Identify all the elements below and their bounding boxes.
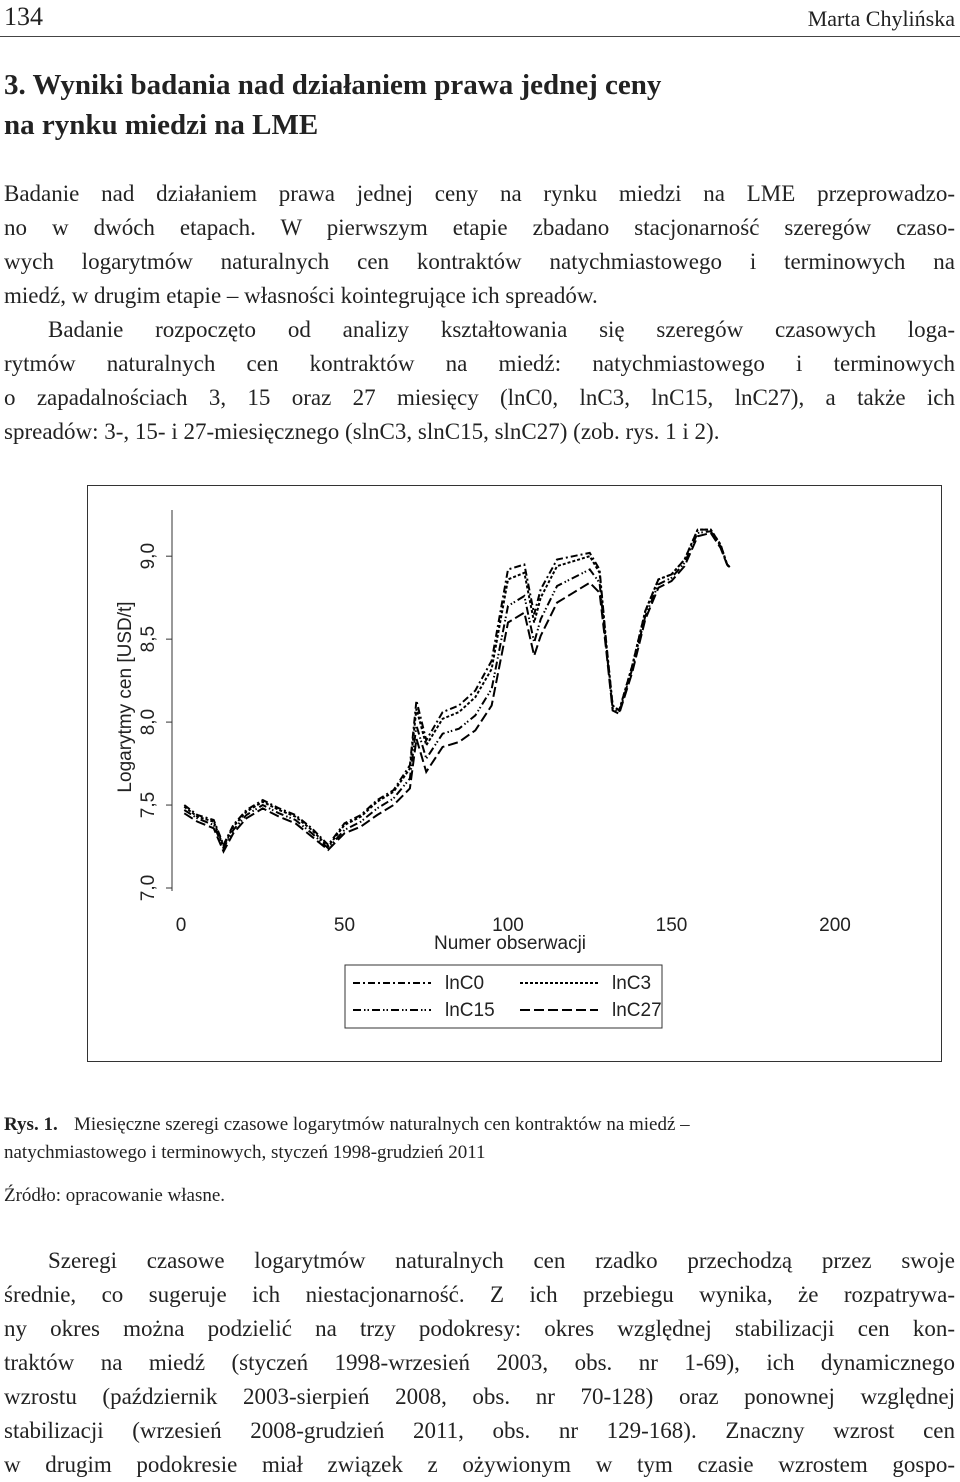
paragraph-line: średnie, co sugeruje ich niestacjonarnoś… bbox=[4, 1282, 955, 1307]
y-axis-title: Logarytmy cen [USD/t] bbox=[115, 601, 136, 792]
caption-label: Rys. 1. bbox=[4, 1114, 58, 1135]
caption-line: natychmiastowego i terminowych, styczeń … bbox=[4, 1142, 486, 1163]
legend-label: lnC15 bbox=[445, 1000, 495, 1021]
legend-label: lnC3 bbox=[612, 973, 651, 994]
series-line bbox=[183, 528, 732, 848]
x-tick-label: 200 bbox=[819, 915, 851, 936]
paragraph-line: Badanie nad działaniem prawa jednej ceny… bbox=[4, 181, 955, 206]
x-tick-label: 50 bbox=[334, 915, 355, 936]
header-rule bbox=[0, 36, 960, 37]
y-tick-label: 8,5 bbox=[138, 626, 159, 652]
x-axis-title: Numer obserwacji bbox=[434, 933, 586, 954]
heading-line: 3. Wyniki badania nad działaniem prawa j… bbox=[4, 69, 662, 101]
y-tick-label: 9,0 bbox=[138, 543, 159, 569]
paragraph-line: Szeregi czasowe logarytmów naturalnych c… bbox=[48, 1248, 955, 1273]
source: Źródło: opracowanie własne. bbox=[4, 1185, 226, 1206]
chart: Numer obserwacji Logarytmy cen [USD/t] 7… bbox=[87, 485, 942, 1062]
series-line bbox=[183, 531, 732, 854]
paragraph-line: miedź, w drugim etapie – własności koint… bbox=[4, 283, 598, 308]
paragraph-line: wzrostu (październik 2003-sierpień 2008,… bbox=[4, 1384, 955, 1409]
paragraph-line: spreadów: 3-, 15- i 27-miesięcznego (sln… bbox=[4, 419, 720, 444]
y-tick-label: 8,0 bbox=[138, 709, 159, 735]
x-tick-label: 0 bbox=[176, 915, 187, 936]
series-line bbox=[183, 530, 732, 851]
legend-label: lnC27 bbox=[612, 1000, 662, 1021]
paragraph-line: stabilizacji (wrzesień 2008-grudzień 201… bbox=[4, 1418, 955, 1443]
heading-line: na rynku miedzi na LME bbox=[4, 109, 319, 141]
paragraph-line: traktów na miedź (styczeń 1998-wrzesień … bbox=[4, 1350, 955, 1375]
legend-label: lnC0 bbox=[445, 973, 484, 994]
caption-line: Miesięczne szeregi czasowe logarytmów na… bbox=[74, 1114, 690, 1135]
legend-box bbox=[344, 964, 663, 1029]
x-tick-label: 100 bbox=[492, 915, 524, 936]
y-tick-label: 7,0 bbox=[138, 875, 159, 901]
paragraph-line: no w dwóch etapach. W pierwszym etapie z… bbox=[4, 215, 955, 240]
y-tick-label: 7,5 bbox=[138, 792, 159, 818]
author: Marta Chylińska bbox=[807, 6, 955, 31]
paragraph-line: rytmów naturalnych cen kontraktów na mie… bbox=[4, 351, 955, 376]
chart-frame bbox=[87, 485, 942, 1062]
paragraph-line: o zapadalnościach 3, 15 oraz 27 miesięcy… bbox=[4, 385, 955, 410]
paragraph-line: Badanie rozpoczęto od analizy kształtowa… bbox=[48, 317, 955, 342]
series-line bbox=[183, 528, 732, 849]
paragraph-line: wych logarytmów naturalnych cen kontrakt… bbox=[4, 249, 955, 274]
page-number: 134 bbox=[4, 2, 43, 31]
paragraph-line: ny okres można podzielić na trzy podokre… bbox=[4, 1316, 955, 1341]
x-tick-label: 150 bbox=[656, 915, 688, 936]
paragraph-line: w drugim podokresie miał związek z ożywi… bbox=[4, 1452, 955, 1477]
